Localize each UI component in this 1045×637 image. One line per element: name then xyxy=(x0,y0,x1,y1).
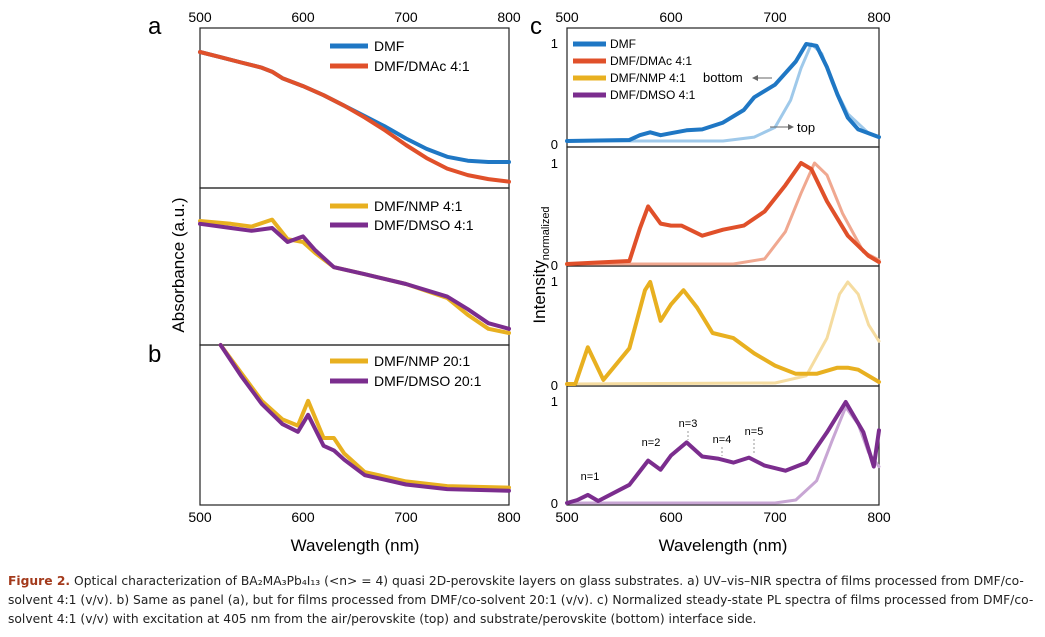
series-c1-top xyxy=(565,42,881,143)
legend-c-label-dmso: DMF/DMSO 4:1 xyxy=(610,88,696,102)
legend-c-label-dmf: DMF xyxy=(610,37,636,51)
left-bottom-tick-500: 500 xyxy=(188,509,212,525)
series-c4-dmf-dmso-4-1 xyxy=(565,400,881,505)
right-y-ticks: 1 0 1 0 1 0 1 0 xyxy=(551,36,558,511)
left-bottom-tick-700: 700 xyxy=(394,509,418,525)
panel-a-top-frame xyxy=(199,27,510,189)
legend-label-dmf: DMF xyxy=(374,38,404,54)
series-b-dmf-dmso-20-1 xyxy=(218,343,511,493)
annotation-bottom-text: bottom xyxy=(703,70,743,85)
right-bottom-tick-600: 600 xyxy=(659,509,683,525)
left-top-tick-500: 500 xyxy=(188,9,212,25)
series-c2-top xyxy=(565,161,881,266)
c1-ytick-1: 1 xyxy=(551,36,558,51)
annotation-top: top xyxy=(770,120,815,135)
series-a-top-dmf-dmac-4-1 xyxy=(198,50,511,184)
right-x-axis-label: Wavelength (nm) xyxy=(659,536,788,555)
peak-label-n5: n=5 xyxy=(745,426,764,438)
legend-c-label-nmp: DMF/NMP 4:1 xyxy=(610,71,686,85)
peak-label-n1: n=1 xyxy=(581,471,600,483)
c4-ytick-0: 0 xyxy=(551,496,558,511)
left-x-axis-label: Wavelength (nm) xyxy=(291,536,420,555)
right-bottom-tick-500: 500 xyxy=(555,509,579,525)
right-bottom-tick-800: 800 xyxy=(867,509,891,525)
series-c1-dmf xyxy=(565,42,881,143)
peak-labels: n=1 n=2 n=3 n=4 n=5 xyxy=(581,418,764,483)
peak-label-n2: n=2 xyxy=(642,437,661,449)
panel-label-a: a xyxy=(148,13,162,40)
figure-caption: Figure 2. Optical characterization of BA… xyxy=(8,572,1038,629)
figure-2: a b c 500 600 700 800 DMF DMF/DMAc 4:1 D… xyxy=(148,9,891,555)
panel-a-bottom-frame xyxy=(199,187,510,346)
annotation-top-arrowhead xyxy=(788,124,794,130)
left-top-axis: 500 600 700 800 xyxy=(188,9,521,25)
right-y-label-main: Intensity xyxy=(530,260,549,324)
series-c2-dmf-dmac-4-1 xyxy=(565,161,881,266)
legend-b: DMF/NMP 20:1 DMF/DMSO 20:1 xyxy=(330,353,482,389)
annotation-top-text: top xyxy=(797,120,815,135)
left-y-axis-label: Absorbance (a.u.) xyxy=(169,197,188,332)
c2-ytick-0: 0 xyxy=(551,258,558,273)
right-y-axis-label: Intensitynormalized xyxy=(530,206,552,323)
left-top-tick-600: 600 xyxy=(291,9,315,25)
right-y-label-sub: normalized xyxy=(540,206,552,260)
right-top-tick-700: 700 xyxy=(763,9,787,25)
caption-label: Figure 2. xyxy=(8,574,71,588)
legend-label-dmac: DMF/DMAc 4:1 xyxy=(374,58,470,74)
c3-ytick-0: 0 xyxy=(551,378,558,393)
legend-c-label-dmac: DMF/DMAc 4:1 xyxy=(610,54,692,68)
peak-label-n3: n=3 xyxy=(679,418,698,430)
right-y-axis-label-text: Intensitynormalized xyxy=(530,206,552,323)
series-c3-top xyxy=(565,280,881,386)
c4-ytick-1: 1 xyxy=(551,394,558,409)
annotation-bottom-arrowhead xyxy=(752,75,758,81)
legend-a-bottom: DMF/NMP 4:1 DMF/DMSO 4:1 xyxy=(330,198,474,233)
left-bottom-tick-800: 800 xyxy=(497,509,521,525)
panel-b-frame xyxy=(199,344,510,506)
peak-label-n4: n=4 xyxy=(713,434,732,446)
c1-ytick-0: 0 xyxy=(551,137,558,152)
caption-text: Optical characterization of BA₂MA₃Pb₄I₁₃… xyxy=(8,574,1034,626)
legend-label-nmp: DMF/NMP 4:1 xyxy=(374,198,463,214)
left-top-tick-800: 800 xyxy=(497,9,521,25)
left-bottom-axis: 500 600 700 800 xyxy=(188,509,521,525)
right-plot-lines xyxy=(565,42,881,505)
series-c3-dmf-nmp-4-1 xyxy=(565,280,881,386)
right-bottom-axis: 500 600 700 800 xyxy=(555,509,891,525)
left-top-tick-700: 700 xyxy=(394,9,418,25)
right-bottom-tick-700: 700 xyxy=(763,509,787,525)
panel-label-b: b xyxy=(148,341,161,368)
legend-label-nmp20: DMF/NMP 20:1 xyxy=(374,353,470,369)
series-a-bottom-dmf-nmp-4-1 xyxy=(198,217,511,335)
legend-c: DMF DMF/DMAc 4:1 DMF/NMP 4:1 DMF/DMSO 4:… xyxy=(573,37,696,102)
series-a-bottom-dmf-dmso-4-1 xyxy=(198,221,511,331)
legend-label-dmso20: DMF/DMSO 20:1 xyxy=(374,373,482,389)
annotation-bottom: bottom xyxy=(703,70,772,85)
left-plot-lines xyxy=(198,50,511,493)
c2-ytick-1: 1 xyxy=(551,156,558,171)
panel-c4-frame xyxy=(566,385,880,506)
panel-label-c: c xyxy=(530,13,542,40)
right-top-tick-600: 600 xyxy=(659,9,683,25)
left-bottom-tick-600: 600 xyxy=(291,509,315,525)
legend-label-dmso: DMF/DMSO 4:1 xyxy=(374,217,474,233)
right-top-tick-800: 800 xyxy=(867,9,891,25)
right-top-axis: 500 600 700 800 xyxy=(555,9,891,25)
right-top-tick-500: 500 xyxy=(555,9,579,25)
legend-a-top: DMF DMF/DMAc 4:1 xyxy=(330,38,470,74)
c3-ytick-1: 1 xyxy=(551,274,558,289)
